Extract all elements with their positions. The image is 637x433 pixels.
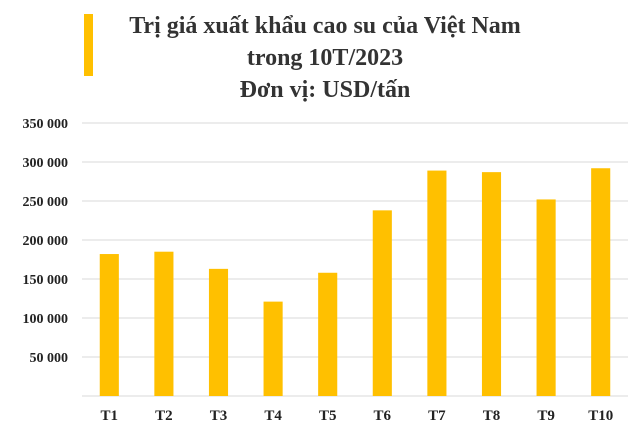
- y-tick-label: 300 000: [23, 156, 69, 171]
- x-tick-label: T7: [428, 408, 446, 424]
- chart-title-line-1: Trị giá xuất khẩu cao su của Việt Nam: [129, 13, 521, 39]
- chart-title-line-3: Đơn vị: USD/tấn: [239, 77, 411, 103]
- x-tick-label: T8: [483, 408, 501, 424]
- bar-t1: [99, 254, 119, 396]
- chart-title-line-2: trong 10T/2023: [246, 45, 404, 71]
- y-tick-label: 150 000: [23, 273, 69, 288]
- bar-t4: [263, 301, 283, 396]
- bar-t8: [481, 172, 502, 396]
- title-accent-bar: [84, 14, 93, 76]
- bar-t10: [591, 168, 611, 396]
- x-tick-label: T10: [588, 408, 613, 424]
- bar-t9: [536, 199, 556, 396]
- y-tick-label: 200 000: [23, 234, 69, 249]
- x-tick-label: T1: [101, 408, 119, 424]
- y-tick-label: 50 000: [30, 351, 69, 366]
- x-tick-label: T3: [210, 408, 228, 424]
- y-tick-label: 250 000: [23, 195, 69, 210]
- bar-t7: [427, 170, 447, 396]
- x-tick-label: T4: [264, 408, 282, 424]
- bar-t2: [154, 251, 174, 396]
- x-tick-label: T9: [537, 408, 555, 424]
- x-tick-label: T6: [374, 408, 392, 424]
- bar-t6: [372, 210, 392, 396]
- bar-t3: [208, 268, 229, 396]
- bar-t5: [318, 272, 338, 396]
- chart-title: Trị giá xuất khẩu cao su của Việt Nam tr…: [100, 10, 550, 106]
- x-tick-label: T2: [155, 408, 173, 424]
- y-axis-ticks: 50 000 100 000 150 000 200 000 250 000 300 00…: [23, 117, 69, 366]
- x-axis-ticks: T1 T2 T3 T4 T5 T6 T7 T8 T9 T10: [101, 408, 614, 424]
- x-tick-label: T5: [319, 408, 337, 424]
- y-tick-label: 100 000: [23, 312, 69, 327]
- y-tick-label: 350 000: [23, 117, 69, 132]
- bars: [99, 168, 611, 396]
